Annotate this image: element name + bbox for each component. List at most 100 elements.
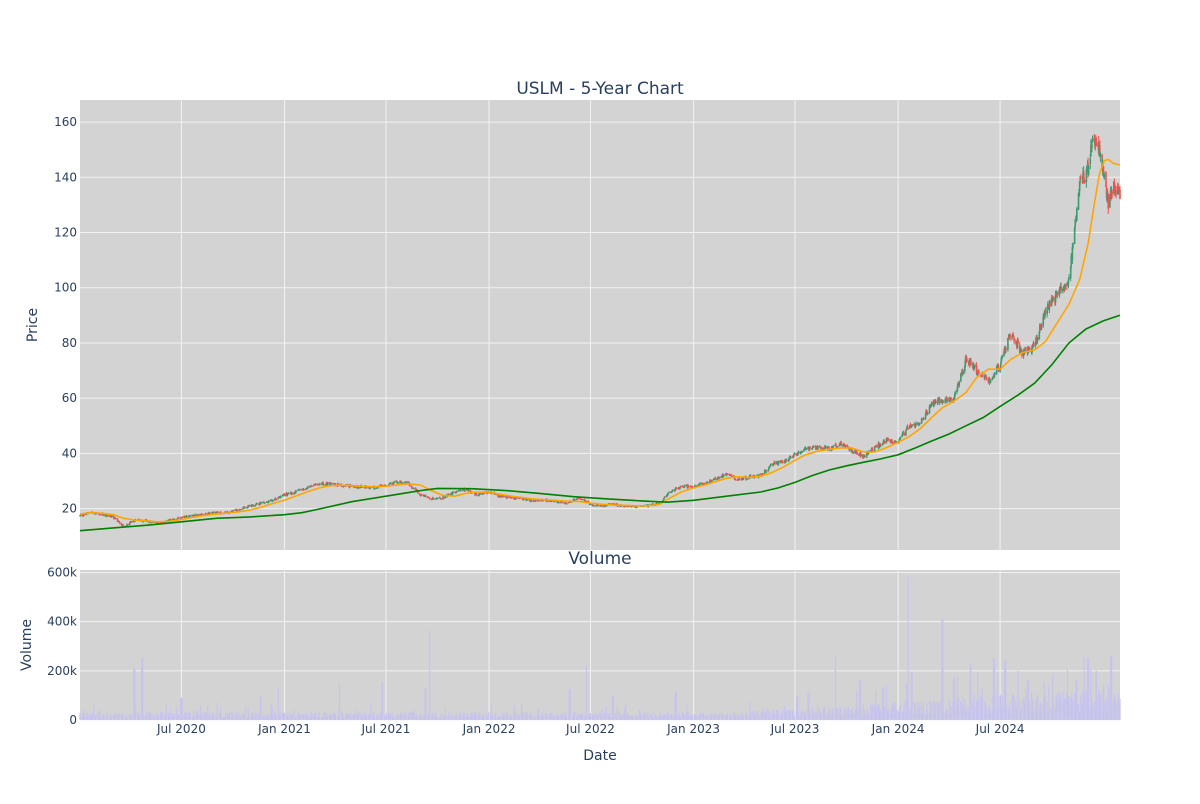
candle-body [463,488,466,491]
candle-body [709,479,712,481]
candle-body [803,448,806,450]
candle-body [789,456,792,459]
volume-bar [487,712,490,720]
candle-body [515,497,517,499]
short-moving-average-line [79,158,1121,523]
volume-bar [366,717,368,720]
candle-body [1028,348,1031,352]
candle-body [203,514,205,516]
candle-body [769,465,772,467]
candle-body [1054,294,1057,303]
candle-body [988,379,991,384]
volume-bar [958,697,960,720]
volume-bar [738,714,740,720]
candle-body [1048,309,1050,311]
candle-body [925,410,927,415]
volume-bar [291,714,293,720]
x-tick-label: Jan 2023 [666,722,720,736]
volume-bar [311,713,313,720]
volume-bar [903,701,905,720]
volume-bar [364,712,366,720]
candle-body [104,513,107,517]
volume-bar [895,709,898,720]
candle-body [819,446,822,448]
candle-body [730,475,733,477]
volume-bar [252,712,254,720]
x-tick-label: Jan 2022 [462,722,516,736]
volume-bar [566,717,568,720]
volume-bar [267,715,269,720]
volume-bar [342,718,344,720]
candle-body [264,502,266,504]
volume-bar [1076,680,1078,720]
candle-body [1004,348,1007,353]
candle-body [163,522,166,524]
candle-body [761,473,764,475]
candle-body [217,511,219,514]
candle-body [275,499,278,501]
price-plot-area[interactable] [80,100,1120,550]
volume-bar [99,712,101,720]
volume-bar [1048,707,1050,720]
candle-body [928,406,931,414]
volume-bar [693,714,695,720]
volume-bar [1046,702,1048,720]
volume-bar [884,706,886,720]
candle-body [1101,154,1103,169]
volume-bar [778,714,780,720]
candle-body [903,432,906,436]
volume-bar [867,712,870,720]
candle-body [1032,344,1034,346]
candle-body [118,521,121,523]
candle-body [985,378,988,380]
candle-body [309,486,312,488]
candle-body [526,499,529,501]
volume-bar [1083,656,1085,720]
candle-body [501,495,503,498]
candle-body [887,439,890,441]
candle-body [663,497,665,500]
volume-bar [232,716,235,720]
volume-bar [719,714,721,720]
candle-body [617,505,619,507]
volume-bar [859,680,862,720]
candle-body [889,439,892,443]
candle-body [467,489,470,492]
candle-body [1042,316,1045,327]
candle-body [389,482,392,484]
volume-bar [636,714,639,720]
candle-body [532,501,535,503]
candle-body [1048,300,1051,310]
candle-body [758,474,760,477]
candle-body [981,373,984,376]
volume-bar [949,700,951,720]
candle-body [307,486,309,489]
candle-body [721,473,724,478]
volume-bar [464,717,466,720]
candle-body [550,501,553,503]
candle-body [787,460,790,462]
candle-body [766,470,768,472]
candle-body [483,492,485,495]
volume-bar [268,714,270,720]
volume-plot-area[interactable] [80,570,1120,720]
volume-bar [894,702,896,720]
candle-body [235,509,238,511]
candle-body [409,485,411,487]
candle-body [946,397,948,399]
candle-body [836,446,838,448]
candle-body [674,489,676,491]
volume-bar [1101,689,1103,720]
candle-body [920,418,923,424]
volume-bar [79,713,81,720]
volume-bar [856,704,858,720]
candle-body [989,379,992,383]
volume-bar [758,714,760,720]
candle-body [683,485,686,488]
candle-body [881,443,884,446]
volume-bar [1103,702,1105,720]
candle-body [874,446,877,448]
candle-body [852,451,855,454]
candle-body [958,381,960,387]
candle-body [1099,145,1101,157]
